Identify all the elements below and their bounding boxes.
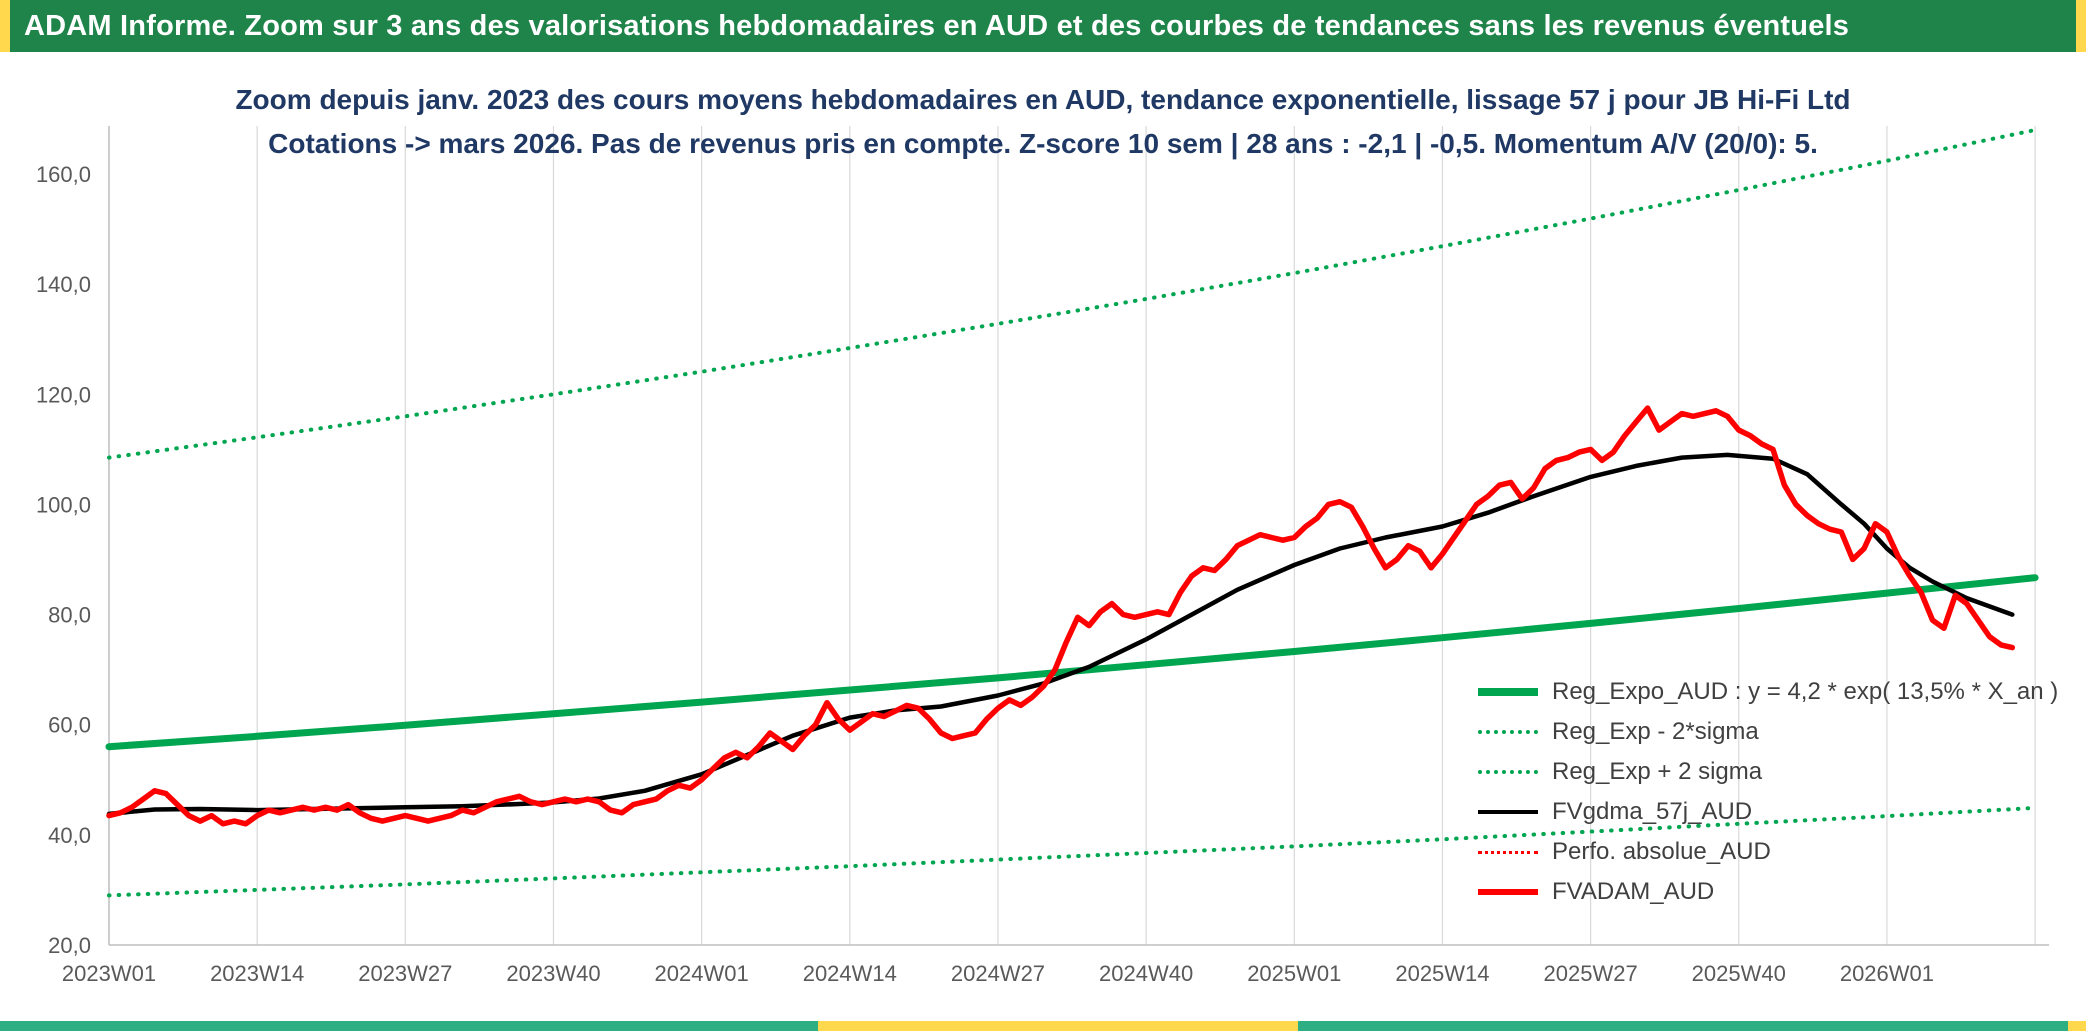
legend-label: Reg_Exp + 2 sigma (1552, 758, 1763, 785)
solid-black-line-swatch (1478, 810, 1538, 814)
legend-item-reg-exp-plus-2sigma[interactable]: Reg_Exp + 2 sigma (1478, 752, 2058, 792)
solid-red-line-swatch (1478, 889, 1538, 895)
y-axis-tick-label: 20,0 (48, 933, 91, 958)
legend-label: Perfo. absolue_AUD (1552, 838, 1771, 865)
legend-label: FVADAM_AUD (1552, 878, 1715, 905)
y-axis-tick-label: 120,0 (36, 382, 91, 407)
y-axis-tick-label: 60,0 (48, 713, 91, 738)
x-axis-tick-label: 2025W14 (1395, 961, 1489, 986)
x-axis-tick-label: 2025W40 (1692, 961, 1786, 986)
x-axis-tick-label: 2024W40 (1099, 961, 1193, 986)
legend-item-perfo-absolue[interactable]: Perfo. absolue_AUD (1478, 832, 2058, 872)
legend-label: Reg_Exp - 2*sigma (1552, 718, 1759, 745)
bottom-accent-2 (2068, 1021, 2086, 1031)
header-accent-left (0, 0, 10, 52)
x-axis-tick-label: 2024W27 (951, 961, 1045, 986)
y-axis-tick-label: 160,0 (36, 162, 91, 187)
x-axis-tick-label: 2026W01 (1840, 961, 1934, 986)
bottom-bar (0, 1021, 2086, 1031)
chart-plot: 2023W01 2023W14 2023W27 2023W40 2024W01 2024W… (36, 126, 2050, 986)
y-axis-tick-label: 140,0 (36, 272, 91, 297)
x-axis-tick-label: 2023W40 (506, 961, 600, 986)
legend-label: FVgdma_57j_AUD (1552, 798, 1753, 825)
chart-title-line2: Cotations -> mars 2026. Pas de revenus p… (268, 128, 1818, 159)
series-line-reg-exp-2-sigma (107, 805, 2038, 898)
solid-green-line-swatch (1478, 688, 1538, 696)
header-accent-right (2076, 0, 2086, 52)
dotted-green-line-swatch (1478, 770, 1538, 774)
x-axis-tick-label: 2025W27 (1544, 961, 1638, 986)
x-axis-tick-label: 2025W01 (1247, 961, 1341, 986)
legend-item-fvgdma[interactable]: FVgdma_57j_AUD (1478, 792, 2058, 832)
x-axis-tick-label: 2024W14 (803, 961, 897, 986)
header-bar: ADAM Informe. Zoom sur 3 ans des valoris… (0, 0, 2086, 52)
x-axis-tick-label: 2023W27 (358, 961, 452, 986)
bottom-accent-1 (818, 1021, 1298, 1031)
series-line-fvgdma-57j-aud (106, 452, 2015, 817)
legend-item-fvadam[interactable]: FVADAM_AUD (1478, 872, 2058, 912)
y-axis-tick-label: 80,0 (48, 603, 91, 628)
series-line-reg-exp-2-sigma (107, 128, 2038, 460)
y-axis-tick-label: 100,0 (36, 492, 91, 517)
page-title: ADAM Informe. Zoom sur 3 ans des valoris… (24, 9, 1850, 42)
x-axis-tick-label: 2024W01 (655, 961, 749, 986)
series-line-fvadam-aud (106, 405, 2016, 827)
y-axis-tick-label: 40,0 (48, 823, 91, 848)
chart-legend: Reg_Expo_AUD : y = 4,2 * exp( 13,5% * X_… (1478, 672, 2058, 912)
legend-item-reg-exp-minus-2sigma[interactable]: Reg_Exp - 2*sigma (1478, 712, 2058, 752)
x-axis-tick-label: 2023W14 (210, 961, 304, 986)
x-axis-tick-label: 2023W01 (62, 961, 156, 986)
chart-title-line1: Zoom depuis janv. 2023 des cours moyens … (235, 84, 1851, 115)
dotted-red-line-swatch (1478, 850, 1538, 854)
chart-area: 2023W01 2023W14 2023W27 2023W40 2024W01 2024W… (0, 52, 2086, 1021)
legend-item-reg-expo[interactable]: Reg_Expo_AUD : y = 4,2 * exp( 13,5% * X_… (1478, 672, 2058, 712)
legend-label: Reg_Expo_AUD : y = 4,2 * exp( 13,5% * X_… (1552, 678, 2059, 705)
dotted-green-line-swatch (1478, 730, 1538, 734)
